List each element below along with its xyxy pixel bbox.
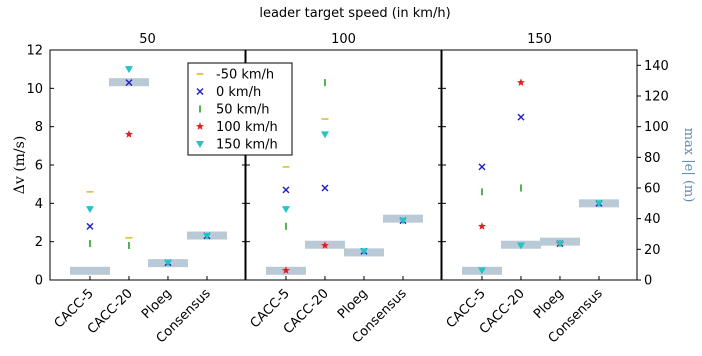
data-point-tri [477,267,486,275]
y-tick-label-left: 0 [35,274,43,289]
legend-label: 0 km/h [216,85,261,100]
data-point-x-stroke-b [517,113,525,121]
data-point-tri [594,200,603,208]
data-point-x-stroke-b [478,163,486,171]
data-point-x-stroke-b [321,184,329,192]
legend-label: -50 km/h [216,68,274,83]
data-point-x [86,222,94,230]
panel-title: 100 [331,32,356,47]
y-tick-label-left: 10 [26,82,43,97]
legend-marker [196,88,204,95]
data-point-star [320,241,329,249]
y-tick-label-right: 20 [644,243,661,258]
panel-title: 150 [527,32,552,47]
y-axis-label-right: max |e| (m) [681,128,696,203]
chart-suptitle: leader target speed (in km/h) [259,6,450,21]
y-tick-label-right: 140 [644,59,669,74]
legend-label: 100 km/h [216,120,278,135]
y-tick-label-right: 100 [644,120,669,135]
y-tick-label-left: 8 [35,120,43,135]
y-tick-label-right: 80 [644,151,661,166]
data-point-star [516,78,525,86]
legend-marker [196,122,204,130]
x-tick-label: Ploeg [531,286,567,322]
data-point-tri [359,248,368,256]
data-point-tri [516,242,525,250]
data-point-x-stroke-b [86,222,94,230]
legend-label: 150 km/h [216,138,278,153]
y-tick-label-right: 40 [644,212,661,227]
data-point-x [282,186,290,194]
x-tick-label: Ploeg [139,286,175,322]
data-point-x [125,79,133,87]
max-e-bar-50-0 [69,266,110,275]
data-point-tri [202,232,211,240]
y-tick-label-right: 0 [644,274,652,289]
data-point-tri [163,259,172,267]
data-point-tri [281,206,290,214]
y-tick-label-right: 60 [644,182,661,197]
y-axis-label-left: Δv (m/s) [12,136,28,195]
data-point-tri [320,131,329,139]
data-point-x-stroke-b [125,79,133,87]
data-point-star [124,130,133,138]
legend-marker-stroke-b [196,88,204,95]
data-point-x [321,184,329,192]
x-tick-label: Ploeg [335,286,371,322]
data-point-star [477,222,486,230]
y-tick-label-left: 2 [35,235,43,250]
panel-title: 50 [139,32,156,47]
data-point-tri [124,66,133,74]
y-tick-label-left: 12 [26,44,43,59]
data-point-tri [398,217,407,225]
data-point-x-stroke-b [282,186,290,194]
legend-box [187,62,293,156]
legend-marker [196,141,204,148]
y-tick-label-left: 6 [35,159,43,174]
legend-label: 50 km/h [216,103,270,118]
y-tick-label-left: 4 [35,197,43,212]
data-point-tri [85,206,94,214]
legend: -50 km/h 0 km/h 50 km/h 100 km/h 150 km/h [187,62,293,156]
data-point-x [517,113,525,121]
y-tick-label-right: 120 [644,90,669,105]
data-point-x [478,163,486,171]
data-point-tri [555,240,564,248]
data-point-star [281,266,290,274]
